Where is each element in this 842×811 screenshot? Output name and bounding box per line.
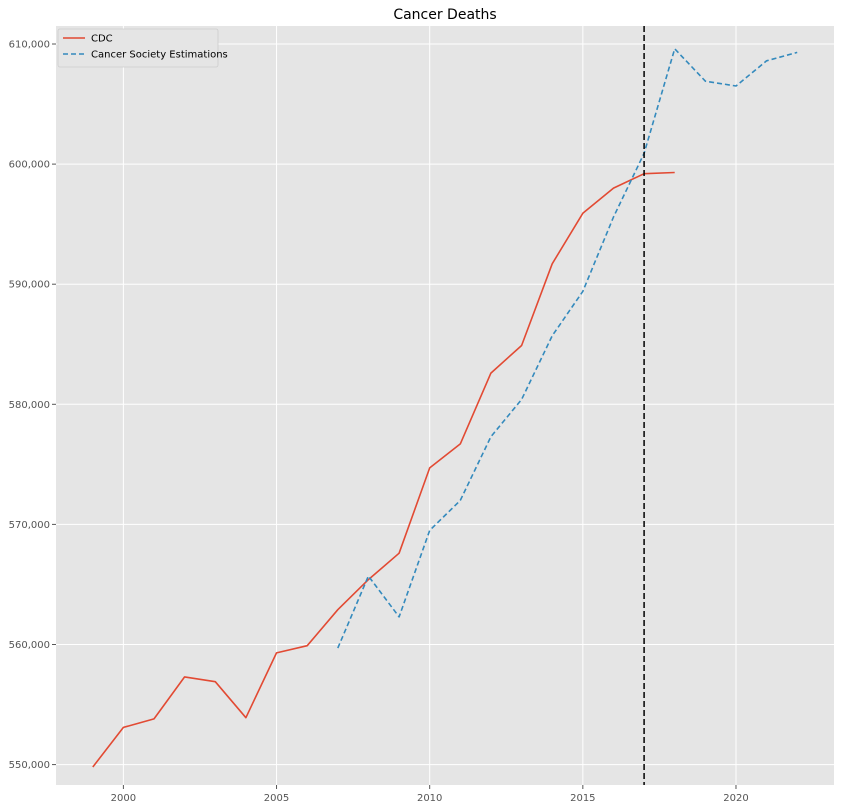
series-layer xyxy=(92,47,798,768)
y-tick-label: 590,000 xyxy=(9,280,50,291)
legend: CDC Cancer Society Estimations xyxy=(57,28,228,68)
y-tick-label: 570,000 xyxy=(9,520,50,531)
x-tick-label: 2005 xyxy=(264,793,289,804)
y-tick-label: 550,000 xyxy=(9,760,50,771)
y-tick-label: 580,000 xyxy=(9,400,50,411)
x-tick-label: 2020 xyxy=(723,793,748,804)
x-tick-label: 2010 xyxy=(417,793,442,804)
y-tick-label: 610,000 xyxy=(9,40,50,51)
series-line-cdc xyxy=(92,171,675,768)
x-tick-label: 2000 xyxy=(111,793,136,804)
series-line-cancer-society-estimations xyxy=(337,47,798,649)
y-tick-label: 560,000 xyxy=(9,640,50,651)
y-tick-label: 600,000 xyxy=(9,160,50,171)
plot-background xyxy=(56,26,834,785)
y-axis-ticks: 550,000 560,000 570,000 580,000 590,000 600,0… xyxy=(9,40,56,771)
legend-label-cancer-society: Cancer Society Estimations xyxy=(91,50,228,61)
chart-title: Cancer Deaths xyxy=(393,7,496,23)
legend-label-cdc: CDC xyxy=(91,34,113,45)
x-axis-ticks: 2000 2005 2010 2015 2020 xyxy=(111,785,749,804)
x-tick-label: 2015 xyxy=(570,793,595,804)
legend-box xyxy=(57,28,219,68)
